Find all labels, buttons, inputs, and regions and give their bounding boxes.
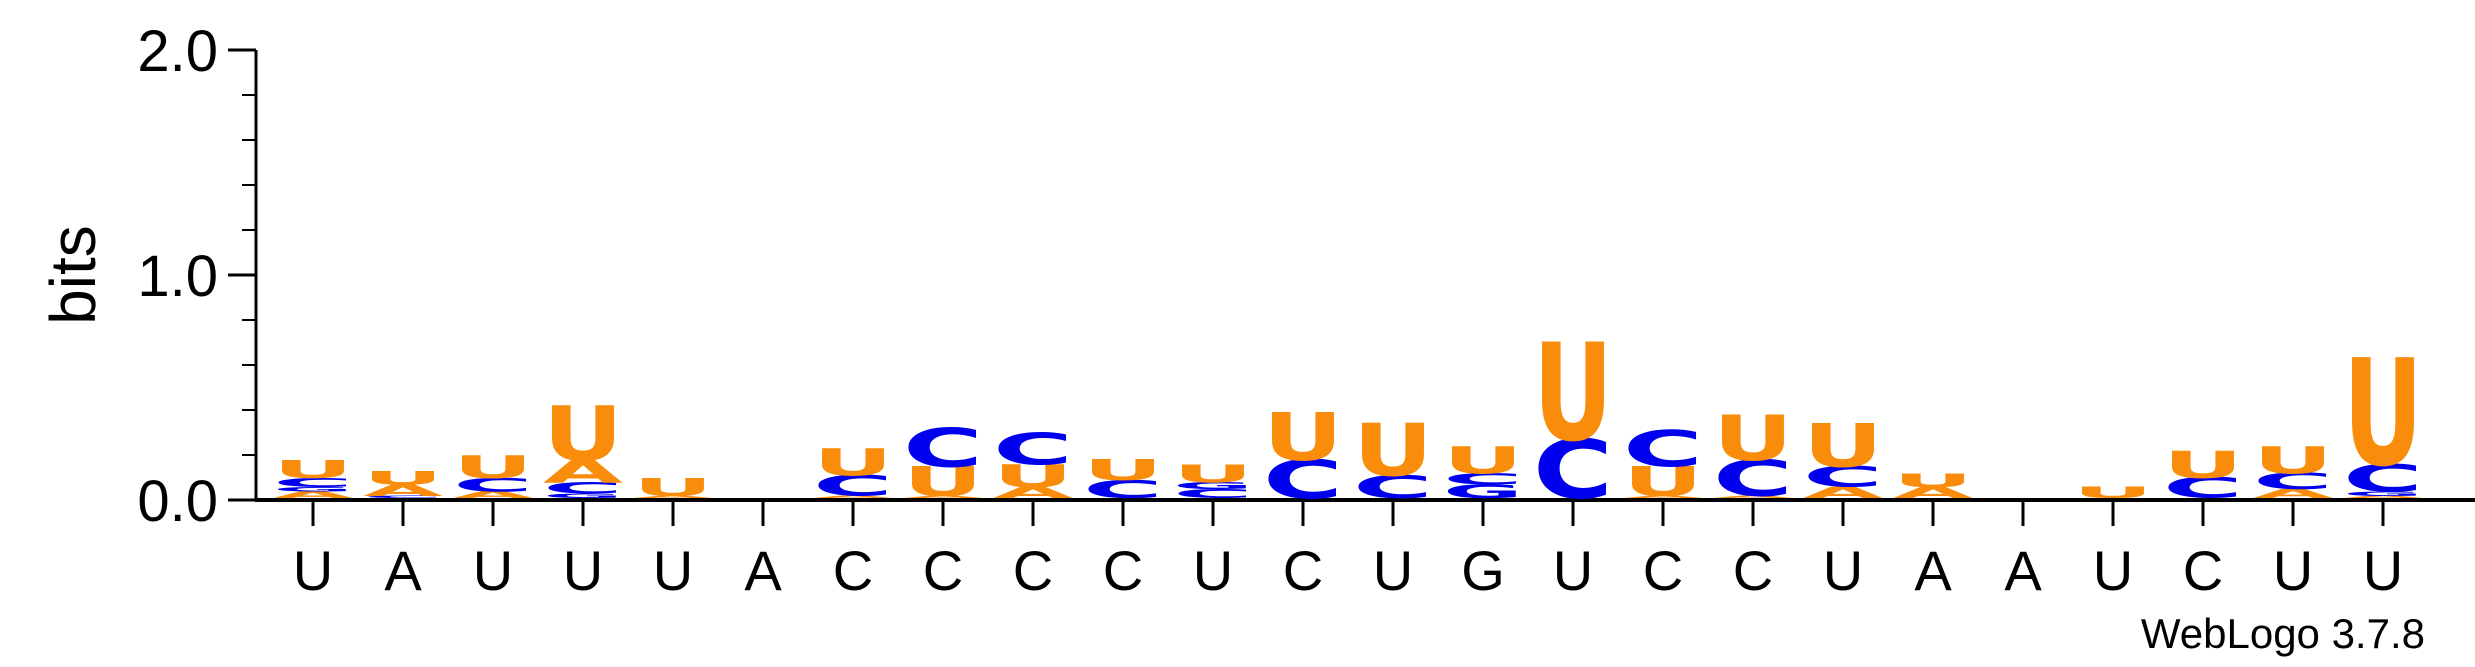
x-tick-label: U: [1553, 539, 1593, 602]
logo-letter-U: U: [363, 467, 443, 489]
x-tick-label: A: [384, 539, 422, 602]
x-tick-label: C: [1643, 539, 1683, 602]
x-tick-label: U: [2093, 539, 2133, 602]
logo-letter-U: U: [453, 449, 533, 485]
logo-letter-U: U: [2163, 443, 2243, 487]
x-tick-label: U: [1193, 539, 1233, 602]
y-tick-label: 1.0: [137, 244, 218, 309]
x-tick-label: U: [473, 539, 513, 602]
x-tick-label: A: [1914, 539, 1952, 602]
logo-letter-U: U: [1173, 459, 1253, 488]
y-tick-label: 0.0: [137, 469, 218, 534]
logo-letter-U: U: [1893, 469, 1973, 491]
logo-letter-U: U: [1443, 439, 1523, 483]
logo-letter-U: U: [1803, 412, 1883, 481]
logo-letter-U: U: [633, 472, 713, 501]
x-tick-label: C: [1103, 539, 1143, 602]
logo-letter-U: U: [543, 390, 623, 477]
x-tick-label: U: [2363, 539, 2403, 602]
logo-letter-U: U: [1353, 410, 1433, 493]
logo-letter-U: U: [1263, 399, 1343, 476]
x-tick-label: U: [1823, 539, 1863, 602]
logo-letter-C: C: [903, 418, 983, 480]
x-tick-label: G: [1461, 539, 1505, 602]
y-tick-label: 2.0: [137, 19, 218, 84]
y-axis-label: bits: [37, 225, 109, 325]
x-tick-label: C: [1013, 539, 1053, 602]
x-tick-label: U: [2273, 539, 2313, 602]
x-tick-label: C: [2183, 539, 2223, 602]
logo-letter-C: C: [993, 424, 1073, 475]
x-tick-label: C: [923, 539, 963, 602]
x-tick-label: U: [563, 539, 603, 602]
logo-letter-U: U: [2343, 329, 2423, 499]
logo-letter-U: U: [1533, 315, 1613, 471]
x-tick-label: A: [744, 539, 782, 602]
x-tick-label: C: [1733, 539, 1773, 602]
x-tick-label: U: [653, 539, 693, 602]
logo-letter-U: U: [1713, 402, 1793, 475]
x-tick-label: C: [1283, 539, 1323, 602]
logo-letter-U: U: [273, 454, 353, 483]
logo-letter-U: U: [1083, 454, 1163, 487]
x-tick-label: U: [293, 539, 333, 602]
x-tick-label: A: [2004, 539, 2042, 602]
x-tick-label: C: [833, 539, 873, 602]
logo-letter-U: U: [2073, 484, 2153, 502]
logo-letter-U: U: [813, 441, 893, 485]
logo-letter-C: C: [1623, 420, 1703, 478]
y-axis: 0.0 1.0 2.0: [137, 19, 256, 534]
weblogo-credit: WebLogo 3.7.8: [2141, 610, 2425, 657]
logo-letter-U: U: [2253, 439, 2333, 483]
x-tick-label: U: [1373, 539, 1413, 602]
